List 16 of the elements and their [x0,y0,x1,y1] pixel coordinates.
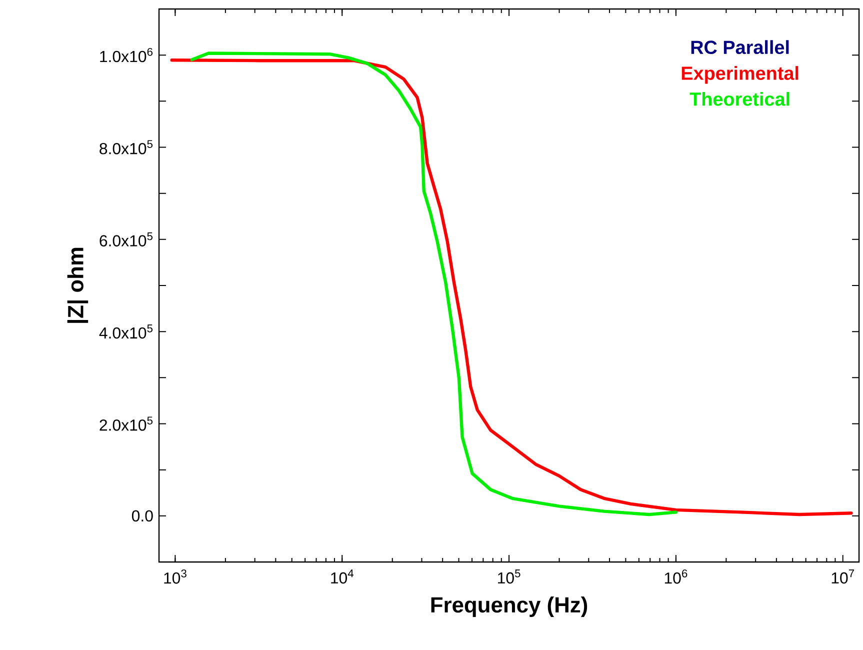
x-tick-label: 10$^{6}$ [664,570,688,584]
x-tick-label: 10$^{4}$ [331,570,354,584]
x-axis-title: Frequency (Hz) [431,596,588,617]
text: Experimental [682,66,798,84]
x-tick-label: 10$^{5}$ [498,570,520,584]
y-tick-label: 4.0x10$^{5}$ [99,324,153,339]
y-axis-title: |Z| ohm [67,248,88,323]
text: Theoretical [690,92,790,106]
y-tick-label: 6.0x10$^{5}$ [100,232,153,246]
y-tick-label: 2.0x10$^{5}$ [100,416,153,431]
x-tick-label: 10$^{3}$ [164,570,186,584]
y-tick-label: 0.0 [132,510,153,522]
y-tick-label: 1.0x10$^{6}$ [100,48,153,62]
legend-title: RC Parallel [691,40,789,54]
x-tick-label: 10$^{7}$ [832,570,854,584]
y-tick-label: 8.0x10$^{5}$ [100,140,153,154]
